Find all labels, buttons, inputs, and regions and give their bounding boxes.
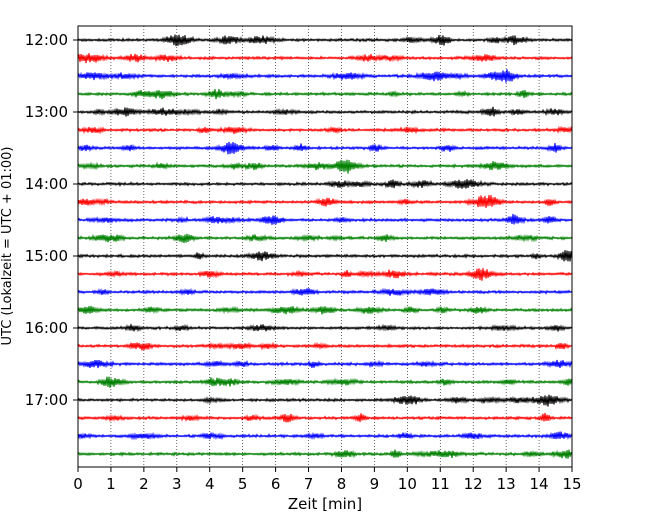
trace-1330 <box>77 141 573 155</box>
x-tick-label: 15 <box>562 475 581 493</box>
x-tick-label: 4 <box>205 475 215 493</box>
trace-1300 <box>77 106 573 117</box>
y-axis-label: UTC (Lokalzeit = UTC + 01:00) <box>0 147 15 346</box>
trace-1200 <box>77 34 573 47</box>
plot-frame <box>77 25 573 468</box>
x-axis-label: Zeit [min] <box>288 495 362 513</box>
trace-1645 <box>77 376 573 388</box>
x-tick-label: 6 <box>271 475 281 493</box>
x-axis-ticks: 0 1 2 3 4 5 6 7 8 9 10 11 12 13 14 15 <box>73 467 582 493</box>
y-tick-label: 16:00 <box>25 319 68 337</box>
trace-1630 <box>77 359 573 369</box>
y-tick-label: 15:00 <box>25 247 68 265</box>
x-tick-label: 8 <box>337 475 347 493</box>
x-tick-label: 7 <box>304 475 314 493</box>
trace-1400 <box>77 179 573 189</box>
x-tick-label: 3 <box>172 475 182 493</box>
y-tick-label: 13:00 <box>25 103 68 121</box>
trace-1545 <box>77 305 573 315</box>
plot-area-background <box>78 26 572 467</box>
trace-1415 <box>77 194 573 209</box>
trace-1515 <box>77 268 573 281</box>
x-tick-label: 5 <box>238 475 248 493</box>
y-tick-label: 14:00 <box>25 175 68 193</box>
trace-1230 <box>77 69 573 83</box>
trace-1245 <box>77 88 573 100</box>
trace-1215 <box>77 53 573 64</box>
trace-1430 <box>77 213 573 225</box>
x-tick-label: 9 <box>370 475 380 493</box>
y-tick-label: 12:00 <box>25 31 68 49</box>
x-tick-label: 11 <box>431 475 450 493</box>
x-tick-label: 14 <box>530 475 549 493</box>
x-tick-label: 10 <box>398 475 417 493</box>
trace-1715 <box>77 412 573 423</box>
trace-1600 <box>77 323 573 333</box>
trace-1700 <box>77 394 573 407</box>
x-tick-label: 1 <box>106 475 116 493</box>
trace-1345 <box>77 159 573 174</box>
x-tick-label: 13 <box>497 475 516 493</box>
x-tick-label: 2 <box>139 475 149 493</box>
trace-1500 <box>77 250 573 262</box>
trace-1315 <box>77 125 573 135</box>
y-axis-ticks: 12:00 13:00 14:00 15:00 16:00 17:00 <box>25 31 78 409</box>
trace-1745 <box>77 449 573 459</box>
trace-1615 <box>77 341 573 351</box>
trace-1445 <box>77 233 573 244</box>
x-tick-label: 0 <box>73 475 83 493</box>
y-tick-label: 17:00 <box>25 391 68 409</box>
seismic-traces <box>77 34 573 459</box>
trace-1730 <box>77 431 573 441</box>
trace-1530 <box>77 287 573 297</box>
x-tick-label: 12 <box>464 475 483 493</box>
